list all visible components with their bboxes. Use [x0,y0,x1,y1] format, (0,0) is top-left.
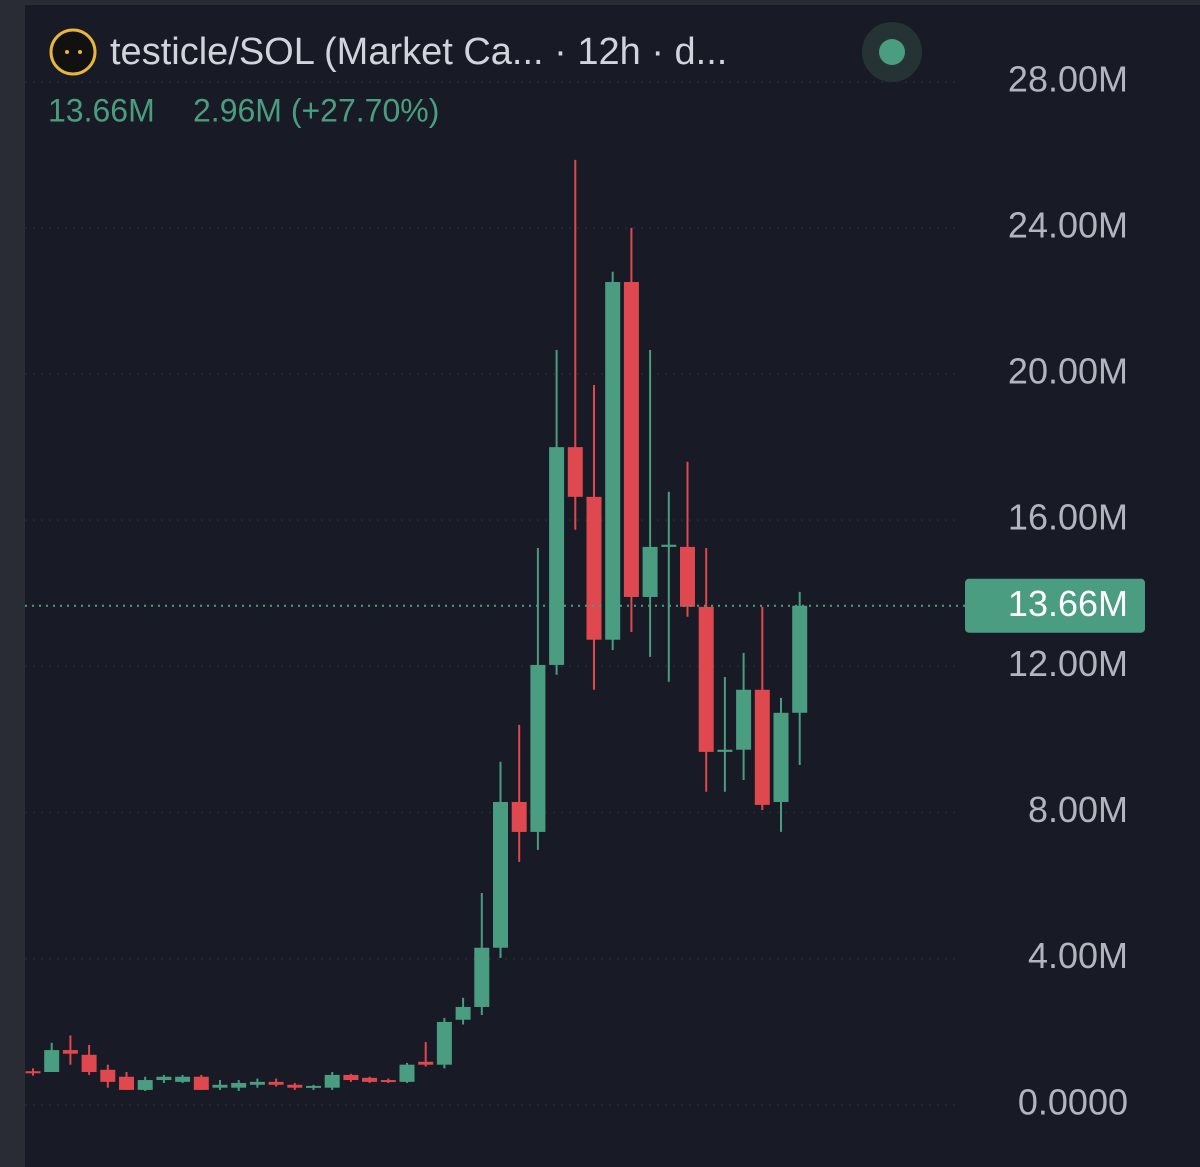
candle-body [418,1061,434,1065]
candle-body [717,749,733,752]
candle-body [511,801,527,832]
candle-body [81,1054,97,1072]
candle-body [175,1076,191,1082]
candle-body [754,689,770,805]
candle-body [100,1069,116,1082]
plot: 0.0000 4.00M 8.00M 12.00M 16.00M 20.00M 24.00M… [25,58,1145,1122]
last-price-label: 13.66M [1008,583,1128,624]
candle-body [62,1050,78,1054]
candle-body [343,1074,359,1081]
candle-body [493,801,508,948]
logo-eye [65,50,69,54]
candle-body [193,1076,209,1090]
candle-body [736,689,752,750]
y-tick-label: 4.00M [1028,935,1128,976]
y-tick-label: 12.00M [1008,643,1128,684]
y-tick-label: 28.00M [1008,58,1128,99]
candle-body [680,546,695,607]
candle-body [661,544,677,547]
candle-body [530,664,546,832]
candle-body [792,605,808,713]
candle-body [380,1080,396,1083]
candle-body [773,712,789,802]
candle-body [25,1071,41,1074]
candle-body [137,1080,153,1090]
candle-body [268,1081,284,1085]
candle-body [119,1076,134,1090]
y-tick-label: 8.00M [1028,789,1128,830]
last-price-box [965,578,1145,633]
candle-body [249,1081,265,1085]
candle-body [362,1077,378,1082]
candle-body [642,546,658,597]
logo-eye [78,50,82,54]
candle-body [306,1085,321,1088]
candle-body [399,1064,415,1082]
y-tick-label: 20.00M [1008,351,1128,392]
candle-body [324,1074,340,1088]
header-value: 13.66M [48,92,155,128]
candle-body [287,1084,303,1088]
header-change: 2.96M (+27.70%) [193,92,439,128]
candle-body [44,1050,60,1072]
candle-body [231,1082,247,1088]
y-tick-label: 0.0000 [1018,1081,1128,1122]
candle-body [567,447,583,497]
candle-body [586,496,602,640]
y-tick-label: 24.00M [1008,204,1128,245]
candle-body [549,447,565,665]
candle-body [212,1084,228,1088]
candle-body [156,1076,172,1081]
candle-body [455,1006,471,1020]
candle-body [605,281,621,640]
y-tick-label: 16.00M [1008,497,1128,538]
candle-body [623,281,639,597]
candle-body [436,1021,452,1065]
status-dot[interactable] [879,39,905,65]
candle-body [698,606,714,752]
chart-title: testicle/SOL (Market Ca... · 12h · d... [110,31,727,73]
token-logo [49,28,97,76]
candle-body [474,947,490,1007]
